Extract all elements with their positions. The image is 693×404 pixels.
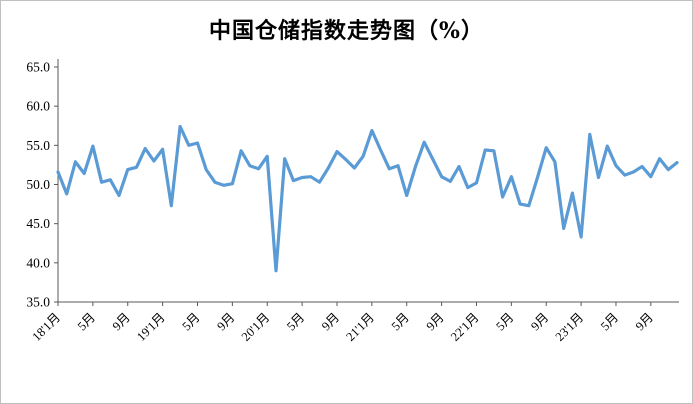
y-axis-tick-label: 55.0 <box>26 138 50 153</box>
y-axis-tick-label: 40.0 <box>26 255 50 270</box>
x-axis-tick-label: 9月 <box>214 310 237 333</box>
x-axis-tick-label: 20'1月 <box>239 310 273 344</box>
x-axis-tick-label: 5月 <box>75 310 98 333</box>
x-axis-tick-label: 23'1月 <box>553 310 587 344</box>
x-axis-tick-label: 9月 <box>110 310 133 333</box>
y-axis-tick-label: 60.0 <box>26 99 50 114</box>
x-axis-tick-label: 5月 <box>598 310 621 333</box>
y-axis-tick-label: 50.0 <box>26 177 50 192</box>
x-axis-tick-label: 22'1月 <box>448 310 482 344</box>
chart-title: 中国仓储指数走势图（%） <box>209 18 484 44</box>
x-axis-tick-label: 9月 <box>424 310 447 333</box>
y-axis-tick-label: 45.0 <box>26 216 50 231</box>
x-axis-tick-label: 18'1月 <box>30 310 64 344</box>
y-axis-tick-label: 35.0 <box>26 295 50 310</box>
x-axis-tick-label: 5月 <box>284 310 307 333</box>
warehousing-index-line <box>56 124 679 273</box>
x-axis-tick-label: 5月 <box>493 310 516 333</box>
y-axis-tick-label: 65.0 <box>26 60 50 75</box>
x-axis-tick-label: 9月 <box>528 310 551 333</box>
x-axis-tick-label: 19'1月 <box>134 310 168 344</box>
line-chart: 65.060.055.050.045.040.035.018'1月 5月 9月 19'… <box>26 59 679 344</box>
x-axis-tick-label: 5月 <box>179 310 202 333</box>
x-axis-tick-label: 9月 <box>319 310 342 333</box>
x-axis-tick-label: 21'1月 <box>343 310 377 344</box>
x-axis-tick-label: 9月 <box>633 310 656 333</box>
x-axis-tick-label: 5月 <box>389 310 412 333</box>
